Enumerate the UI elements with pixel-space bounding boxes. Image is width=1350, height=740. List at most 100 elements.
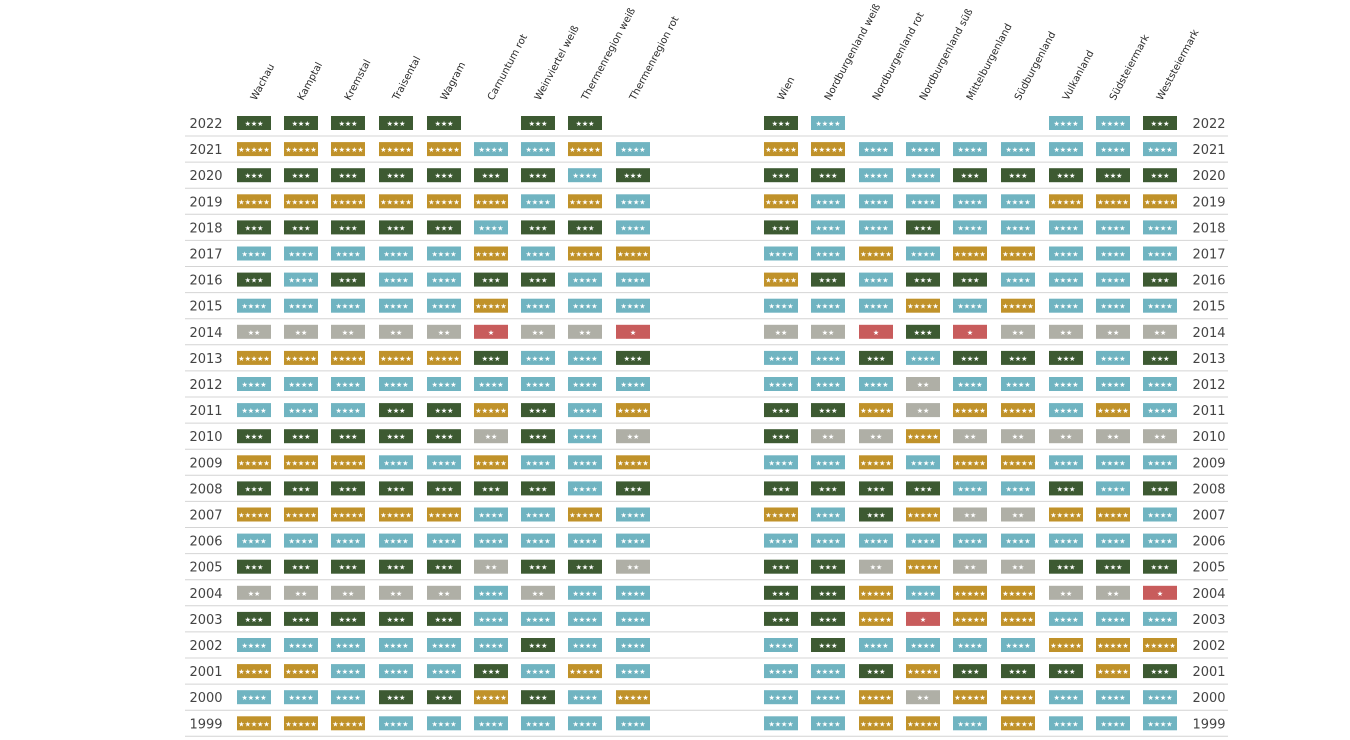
rating-stars: ★★★★	[478, 642, 503, 650]
rating-stars: ★★★	[1104, 172, 1123, 180]
rating-stars: ★★★	[529, 694, 548, 702]
rating-stars: ★★★★★	[238, 720, 269, 728]
rating-stars: ★★★	[772, 120, 791, 128]
rating-stars: ★★★★★	[1050, 642, 1081, 650]
rating-stars: ★★★	[529, 277, 548, 285]
rating-stars: ★★★	[867, 512, 886, 520]
rating-stars: ★★★★★	[907, 720, 938, 728]
rating-stars: ★★★★	[815, 303, 840, 311]
rating-stars: ★★★★	[241, 303, 266, 311]
rating-cell-thermenregion-rot-2009	[616, 455, 650, 470]
rating-stars: ★★★★	[383, 668, 408, 676]
column-label-kremstal: Kremstal	[343, 58, 374, 102]
rating-stars: ★★★	[819, 172, 838, 180]
rating-cell-nordburgenland-s--2012	[906, 377, 940, 391]
rating-cell-nordburgenland-wei--2000	[811, 690, 845, 705]
rating-stars: ★★★★	[1053, 146, 1078, 154]
rating-stars: ★★★★	[335, 668, 360, 676]
rating-stars: ★★★★	[620, 538, 645, 546]
rating-stars: ★★★★	[288, 251, 313, 259]
rating-stars: ★★★★★	[954, 407, 985, 415]
rating-cell-traisental-2022	[379, 116, 413, 130]
rating-cell-thermenregion-wei--2003	[568, 611, 602, 626]
rating-cell-kamptal-2000	[284, 690, 318, 705]
rating-stars: ★★	[775, 329, 788, 337]
year-label-left: 2014	[189, 326, 222, 341]
rating-cell-traisental-2014	[379, 324, 413, 339]
rating-cell-vulkanland-2015	[1049, 298, 1083, 313]
rating-stars: ★★	[342, 590, 355, 598]
rating-cell-wachau-2001	[237, 664, 271, 679]
rating-stars: ★★★★	[1147, 616, 1172, 624]
rating-stars: ★★★★	[335, 642, 360, 650]
rating-cell-s-dsteiermark-2006	[1096, 533, 1130, 548]
rating-cell-nordburgenland-rot-2004	[859, 585, 893, 600]
rating-stars: ★★★	[961, 668, 980, 676]
rating-stars: ★★★★	[620, 668, 645, 676]
rating-stars: ★★★★★	[860, 459, 891, 467]
rating-cell-wachau-2022	[237, 116, 271, 130]
rating-cell-carnuntum-rot-2000	[474, 690, 508, 705]
rating-stars: ★★★★★	[954, 616, 985, 624]
rating-cell-mittelburgenland-2015	[953, 298, 987, 313]
rating-cell-carnuntum-rot-2002	[474, 638, 508, 652]
rating-stars: ★★★	[576, 224, 595, 232]
rating-stars: ★★	[822, 433, 835, 441]
rating-stars: ★★★★★	[1002, 694, 1033, 702]
rating-stars: ★★★	[339, 224, 358, 232]
rating-cell-nordburgenland-wei--2021	[811, 142, 845, 157]
rating-cell-wagram-2014	[427, 324, 461, 339]
rating-stars: ★★	[964, 564, 977, 572]
rating-cell-nordburgenland-wei--2018	[811, 220, 845, 235]
rating-stars: ★★★★	[815, 668, 840, 676]
rating-stars: ★★	[870, 564, 883, 572]
rating-stars: ★★★★	[383, 538, 408, 546]
rating-cell-wagram-2010	[427, 429, 461, 444]
rating-stars: ★★★★	[957, 538, 982, 546]
rating-cell-wien-2021	[764, 142, 798, 157]
rating-cell-mittelburgenland-2010	[953, 429, 987, 444]
rating-cell-carnuntum-rot-1999	[474, 716, 508, 731]
rating-stars: ★★★★	[525, 381, 550, 389]
rating-cell-weinviertel-wei--2017	[521, 246, 555, 261]
rating-cell-s-dburgenland-2018	[1001, 220, 1035, 235]
rating-stars: ★★★★★	[569, 146, 600, 154]
column-label-wachau: Wachau	[249, 62, 277, 102]
rating-stars: ★★★★	[1100, 277, 1125, 285]
rating-stars: ★★★★	[1053, 616, 1078, 624]
rating-cell-thermenregion-wei--2005	[568, 559, 602, 574]
year-label-left: 2000	[189, 691, 222, 706]
rating-cell-thermenregion-wei--2000	[568, 690, 602, 705]
rating-stars: ★★★★	[288, 381, 313, 389]
rating-cell-traisental-2001	[379, 664, 413, 679]
rating-stars: ★★★★	[572, 381, 597, 389]
rating-cell-wagram-2005	[427, 559, 461, 574]
rating-cell-nordburgenland-s--1999	[906, 716, 940, 731]
rating-stars: ★★★★	[768, 642, 793, 650]
rating-cell-s-dsteiermark-2002	[1096, 638, 1130, 652]
rating-cell-wachau-2018	[237, 220, 271, 235]
rating-cell-kremstal-2020	[331, 168, 365, 183]
rating-cell-wagram-2008	[427, 481, 461, 496]
rating-cell-traisental-2008	[379, 481, 413, 496]
rating-cell-wien-2022	[764, 116, 798, 130]
rating-cell-nordburgenland-wei--2002	[811, 638, 845, 652]
rating-cell-s-dsteiermark-2017	[1096, 246, 1130, 261]
rating-stars: ★★★★	[572, 303, 597, 311]
rating-cell-vulkanland-2021	[1049, 142, 1083, 157]
rating-stars: ★★★★	[525, 616, 550, 624]
rating-cell-kremstal-2002	[331, 638, 365, 652]
rating-cell-kamptal-2008	[284, 481, 318, 496]
rating-cell-kamptal-2012	[284, 377, 318, 391]
rating-cell-s-dsteiermark-1999	[1096, 716, 1130, 731]
rating-cell-nordburgenland-rot-2021	[859, 142, 893, 157]
rating-cell-mittelburgenland-2007	[953, 507, 987, 522]
rating-cell-wachau-2008	[237, 481, 271, 496]
rating-cell-nordburgenland-wei--2007	[811, 507, 845, 522]
rating-stars: ★★	[295, 329, 308, 337]
rating-stars: ★★★	[482, 485, 501, 493]
rating-cell-nordburgenland-s--2020	[906, 168, 940, 183]
rating-cell-wagram-2011	[427, 403, 461, 418]
rating-stars: ★★★★	[863, 172, 888, 180]
rating-cell-s-dsteiermark-2015	[1096, 298, 1130, 313]
